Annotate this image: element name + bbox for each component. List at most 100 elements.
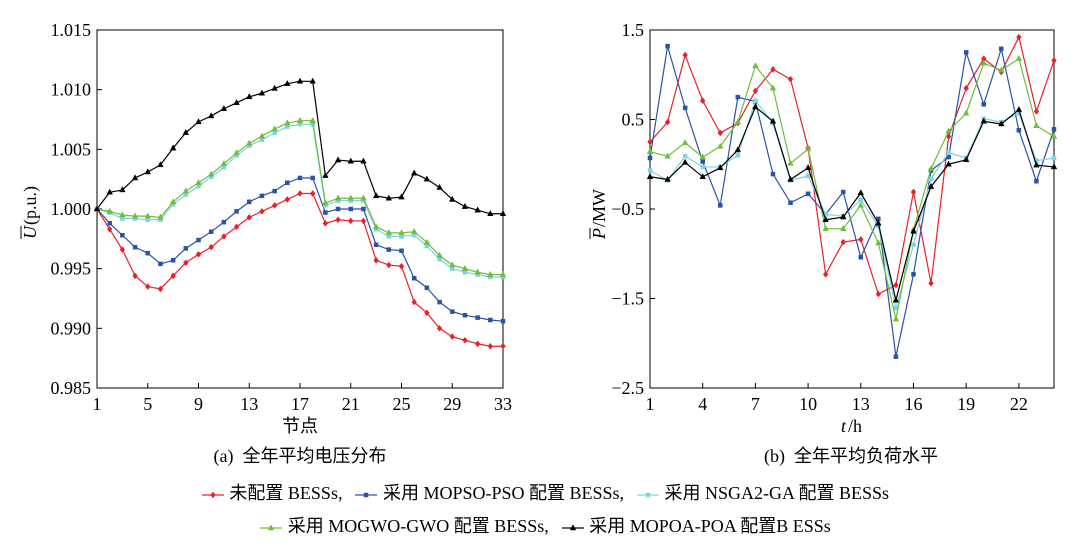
panel-a-series-4-point bbox=[157, 161, 164, 168]
panel-b-series-3-point bbox=[822, 224, 829, 231]
legend-marker bbox=[364, 492, 369, 498]
panel-b-series-0-point bbox=[928, 279, 934, 287]
panel-a-series-0-point bbox=[170, 272, 176, 280]
panel-a-series-4-point bbox=[233, 99, 240, 106]
panel-b-series-1-point bbox=[946, 154, 951, 160]
legend-item: 未配置 BESSs, bbox=[201, 479, 342, 505]
panel-b-series-3-point bbox=[839, 224, 847, 231]
panel-a-series-1-point bbox=[196, 237, 201, 243]
panel-b-series-3-point bbox=[717, 142, 724, 149]
panel-b-series-0-point bbox=[682, 51, 688, 59]
panel-b-series-1-point bbox=[718, 203, 723, 208]
panel-b-series-3-point bbox=[734, 118, 742, 125]
panel-a-series-3-line bbox=[96, 120, 503, 276]
panel-b-series-2-point bbox=[1051, 155, 1057, 161]
legend-marker bbox=[645, 492, 651, 498]
panel-a-ytick-label: 1.010 bbox=[51, 80, 92, 100]
panel-b-ytick-label: −2.5 bbox=[611, 378, 644, 398]
panel-b-plot-frame bbox=[649, 29, 1055, 389]
legend-item: 采用 MOPSO-PSO 配置 BESSs, bbox=[354, 479, 624, 505]
panel-a-series-4-point bbox=[499, 210, 507, 217]
panel-a-series-1-point bbox=[107, 221, 112, 226]
panel-b-series-2-point bbox=[735, 153, 741, 158]
panel-b-series-3-point bbox=[875, 239, 882, 246]
panel-a-series-3-point bbox=[246, 139, 253, 146]
panel-b-series-2-point bbox=[753, 98, 758, 103]
panel-a-series-3-point bbox=[233, 149, 240, 156]
panel-a-series-3-point bbox=[474, 268, 481, 275]
panel-a-series-0-point bbox=[500, 342, 506, 350]
panel-a-xtick-label: 21 bbox=[342, 394, 360, 414]
panel-a-series-0-point bbox=[183, 259, 189, 267]
panel-a-xtick-label: 13 bbox=[240, 394, 258, 414]
panel-b-series-3-point bbox=[927, 164, 935, 171]
panel-a-series-3-point bbox=[499, 270, 507, 277]
panel-a-series-3-point bbox=[347, 194, 354, 201]
panel-b-caption: (b) 全年平均负荷水平 bbox=[764, 446, 938, 467]
panel-a-series-0 bbox=[94, 190, 506, 350]
panel-b-x-axis-unit: /h bbox=[848, 416, 862, 436]
panel-a-series-1-line bbox=[96, 177, 504, 322]
panel-a-series-0-point bbox=[259, 207, 265, 215]
panel-b-series-3-point bbox=[699, 153, 706, 160]
panel-a-series-3-point bbox=[398, 229, 405, 236]
panel-a-series-0-point bbox=[132, 272, 138, 280]
panel-a-series-4-point bbox=[423, 175, 431, 182]
panel-a-series-3-point bbox=[296, 116, 304, 123]
panel-a-series-3-point bbox=[169, 198, 177, 205]
panel-a-plot-frame bbox=[96, 29, 504, 389]
panel-a-series-3-point bbox=[360, 194, 367, 201]
panel-a-series-1-point bbox=[234, 209, 239, 214]
panel-b-series-4-point bbox=[734, 146, 742, 153]
panel-b-series-2-point bbox=[911, 242, 916, 248]
panel-a-series-1-point bbox=[424, 285, 430, 291]
panel-a-xtick-label: 17 bbox=[291, 394, 309, 414]
panel-a-series-4-point bbox=[449, 195, 456, 202]
panel-a-series-1-point bbox=[247, 199, 252, 205]
panel-b-series-4-point bbox=[717, 164, 724, 171]
panel-b-series-0-point bbox=[699, 97, 706, 105]
panel-a-series-3-point bbox=[449, 261, 456, 268]
panel-b-series-3-point bbox=[892, 315, 900, 322]
panel-a-xtick-label: 33 bbox=[494, 394, 512, 414]
panel-a-series-3-point bbox=[106, 207, 113, 214]
panel-a-series-1-point bbox=[221, 219, 227, 225]
panel-b-series-1-point bbox=[1034, 179, 1039, 184]
panel-b-series-3-line bbox=[649, 58, 1055, 320]
panel-a-series-0-point bbox=[221, 233, 227, 240]
panel-a-ytick-label: 0.990 bbox=[51, 318, 92, 338]
panel-a-series-0-point bbox=[297, 190, 303, 197]
panel-a-series-4-point bbox=[144, 168, 151, 175]
panel-b-series-0-line bbox=[649, 36, 1055, 295]
panel-b-series-1-point bbox=[840, 189, 846, 195]
panel-a-series-0-point bbox=[208, 243, 214, 251]
panel-a-series-1-point bbox=[208, 229, 214, 234]
panel-b-series-4-point bbox=[945, 160, 952, 167]
panel-a-y-axis-label: U (p.u.) bbox=[20, 186, 41, 239]
panel-a-series-3-point bbox=[144, 212, 151, 219]
panel-a-ytick-label: 1.000 bbox=[51, 199, 92, 219]
legend-swatch bbox=[561, 524, 584, 531]
panel-b-series-4-point bbox=[1033, 161, 1040, 168]
panel-b-series-1-line bbox=[649, 45, 1055, 358]
panel-a-series-4-point bbox=[487, 210, 494, 217]
panel-b-series-3-point bbox=[1015, 54, 1023, 61]
panel-b-series-0-point bbox=[893, 281, 899, 289]
panel-b-xtick-label: 1 bbox=[646, 394, 655, 414]
legend-label: 采用 MOGWO-GWO 配置 BESSs, bbox=[283, 516, 549, 536]
panel-b-xtick-label: 7 bbox=[751, 394, 760, 414]
panel-a-series-4-point bbox=[410, 169, 418, 176]
panel-b-series-0-point bbox=[770, 65, 776, 73]
panel-a-series-3-point bbox=[487, 270, 494, 277]
panel-b-series-4-point bbox=[752, 103, 759, 110]
panel-a-series-3-point bbox=[385, 229, 393, 236]
panel-b-series-4-point bbox=[664, 175, 671, 182]
panel-b-series-2-point bbox=[928, 176, 934, 181]
panel-b-series-2-point bbox=[682, 153, 688, 159]
panel-a-xtick-label: 9 bbox=[194, 394, 203, 414]
panel-b-series-1-point bbox=[981, 102, 986, 107]
panel-b-series-0-point bbox=[752, 87, 759, 95]
panel-a-series-1-point bbox=[285, 180, 290, 185]
panel-b-x-axis-label: t /h bbox=[841, 416, 862, 436]
panel-a-series-0-point bbox=[322, 219, 329, 227]
